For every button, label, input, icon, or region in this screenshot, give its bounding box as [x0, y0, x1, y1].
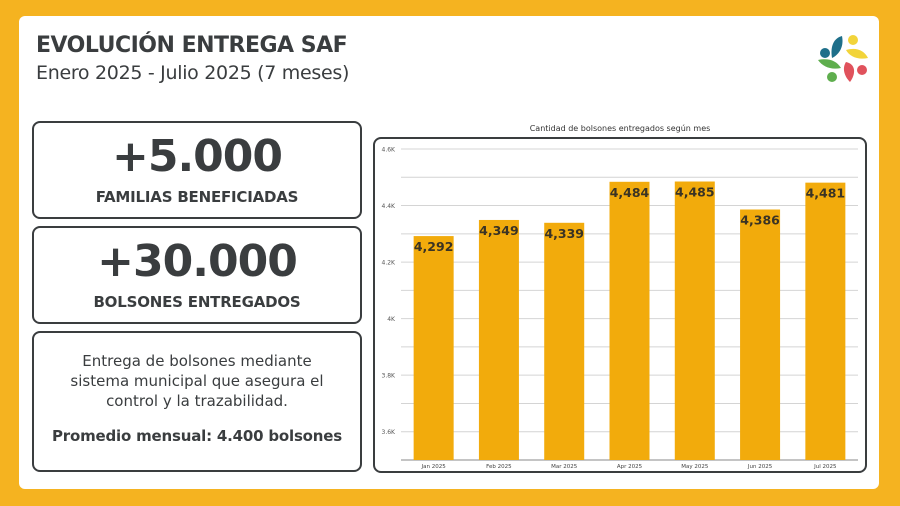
- stat-value: +5.000: [111, 131, 283, 182]
- x-tick-label: Feb 2025: [486, 464, 512, 470]
- page-subtitle: Enero 2025 - Julio 2025 (7 meses): [36, 62, 350, 84]
- x-tick-label: Jul 2025: [813, 464, 837, 470]
- stat-value: +30.000: [97, 236, 298, 287]
- bar: [478, 219, 519, 460]
- stat-label: FAMILIAS BENEFICIADAS: [95, 188, 299, 206]
- logo-dot-red: [857, 65, 867, 75]
- x-tick-label: Jun 2025: [747, 464, 773, 470]
- logo-petal-yellow: [846, 48, 868, 59]
- page-title: EVOLUCIÓN ENTREGA SAF: [36, 33, 348, 58]
- data-label: 4,292: [414, 239, 454, 254]
- x-tick-label: May 2025: [681, 464, 709, 470]
- info-box: Entrega de bolsones mediante sistema mun…: [32, 331, 362, 472]
- stat-box-bolsones: +30.000 BOLSONES ENTREGADOS: [32, 226, 362, 324]
- x-tick-label: Jan 2025: [421, 464, 447, 470]
- x-tick-label: Apr 2025: [617, 464, 643, 470]
- x-tick-label: Mar 2025: [551, 464, 578, 470]
- y-tick-label: 4.6K: [382, 147, 397, 154]
- y-tick-label: 4K: [387, 316, 396, 323]
- bar: [544, 222, 585, 460]
- y-tick-label: 4.2K: [382, 260, 397, 267]
- stat-box-familias: +5.000 FAMILIAS BENEFICIADAS: [32, 121, 362, 219]
- info-description: Entrega de bolsones mediante sistema mun…: [70, 352, 324, 410]
- data-label: 4,481: [806, 186, 846, 201]
- data-label: 4,339: [544, 226, 584, 241]
- logo-dot-yellow: [848, 35, 858, 45]
- logo-petal-red: [843, 62, 855, 82]
- stat-label: BOLSONES ENTREGADOS: [93, 293, 301, 311]
- flower-logo-icon: [818, 35, 868, 82]
- y-tick-label: 4.4K: [382, 203, 397, 210]
- bar: [413, 236, 454, 460]
- bar: [805, 182, 846, 461]
- data-label: 4,349: [479, 223, 519, 238]
- bar: [674, 181, 715, 460]
- bar: [740, 209, 781, 460]
- y-tick-label: 3.6K: [382, 429, 397, 436]
- logo-petal-green: [818, 59, 841, 69]
- chart-title: Cantidad de bolsones entregados según me…: [529, 124, 711, 133]
- logo-petal-blue: [831, 36, 843, 58]
- y-tick-label: 3.8K: [382, 373, 397, 380]
- logo-dot-green: [827, 72, 837, 82]
- data-label: 4,484: [610, 185, 650, 200]
- logo-dot-blue: [820, 48, 830, 58]
- info-average: Promedio mensual: 4.400 bolsones: [52, 427, 342, 445]
- chart-frame: [373, 137, 867, 473]
- data-label: 4,485: [675, 185, 715, 200]
- bar: [609, 181, 650, 460]
- data-label: 4,386: [740, 213, 780, 228]
